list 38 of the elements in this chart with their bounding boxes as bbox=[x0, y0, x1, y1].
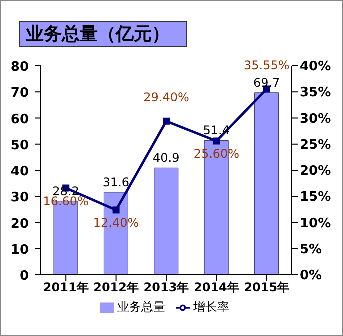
y2-tick-label: 15% bbox=[300, 190, 332, 206]
legend-label: 增长率 bbox=[194, 300, 230, 314]
bar bbox=[254, 92, 280, 275]
y2-tick-label: 20% bbox=[300, 164, 332, 180]
y-tick-label: 20 bbox=[10, 216, 29, 232]
point bbox=[112, 206, 120, 214]
y-tick-label: 60 bbox=[10, 112, 29, 128]
x-tick-label: 2012年 bbox=[94, 280, 140, 295]
y2-tick-label: 30% bbox=[300, 112, 332, 127]
chart-title: 业务总量（亿元） bbox=[19, 21, 187, 47]
bar bbox=[154, 168, 179, 275]
y2-tick-label: 10% bbox=[300, 216, 332, 232]
y-tick-label: 70 bbox=[10, 86, 29, 102]
y-tick-label: 10 bbox=[10, 242, 29, 258]
x-tick-label: 2015年 bbox=[244, 280, 290, 295]
point bbox=[213, 138, 220, 145]
y2-tick-label: 0% bbox=[300, 268, 322, 284]
y-tick-label: 30 bbox=[10, 190, 29, 206]
data-label: 31.6 bbox=[102, 175, 130, 190]
y-tick-label: 0 bbox=[20, 269, 29, 284]
y-tick-label: 80 bbox=[10, 60, 29, 75]
data-label: 12.40% bbox=[93, 216, 140, 230]
point bbox=[163, 118, 170, 125]
y2-tick-label: 40% bbox=[300, 60, 332, 75]
legend-label: 业务总量 bbox=[118, 300, 166, 314]
data-label: 35.55% bbox=[244, 58, 290, 72]
y-tick-label: 50 bbox=[10, 138, 29, 154]
data-label: 29.40% bbox=[144, 90, 190, 104]
data-label: 40.9 bbox=[153, 151, 180, 166]
x-tick-label: 2013年 bbox=[144, 280, 190, 295]
y2-tick-label: 35% bbox=[300, 86, 332, 101]
data-label: 69.7 bbox=[253, 76, 280, 90]
y2-tick-label: 5% bbox=[300, 242, 322, 258]
data-label: 25.60% bbox=[194, 147, 240, 162]
x-tick-label: 2014年 bbox=[194, 280, 240, 295]
y-tick-label: 40 bbox=[10, 164, 29, 180]
x-tick-label: 2011年 bbox=[43, 280, 89, 295]
y2-tick-label: 25% bbox=[300, 138, 332, 153]
